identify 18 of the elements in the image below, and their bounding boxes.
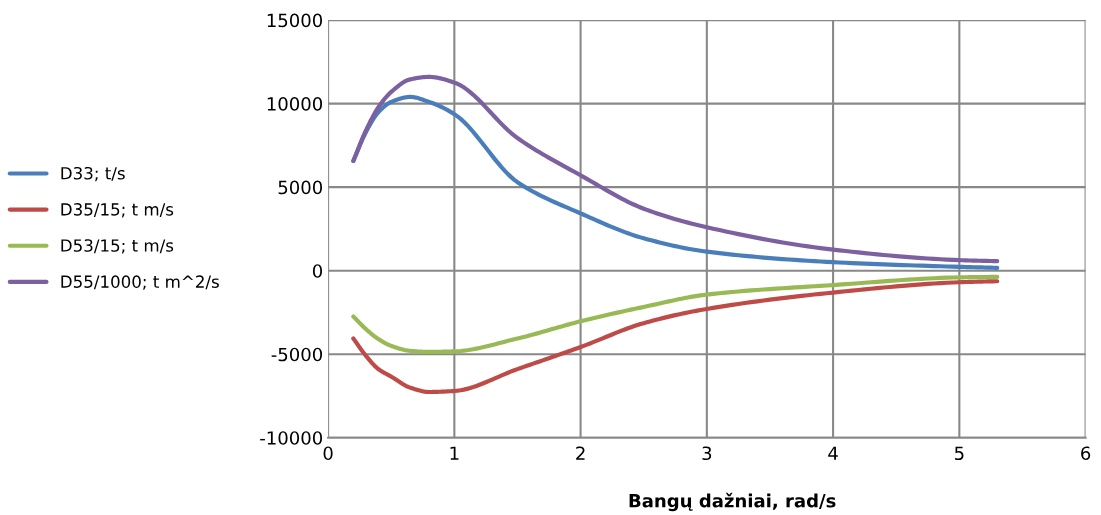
x-tick-label: 6 bbox=[1081, 446, 1091, 461]
x-tick-label: 1 bbox=[450, 446, 459, 460]
y-tick-label: 5000 bbox=[278, 180, 323, 195]
x-tick-label: 5 bbox=[954, 446, 964, 461]
x-tick-label: 2 bbox=[576, 446, 585, 460]
y-tick-label: 0 bbox=[312, 264, 323, 278]
y-tick-label: -10000 bbox=[260, 431, 323, 445]
legend-label: D55/1000; t m^2/s bbox=[61, 275, 219, 290]
legend-label: D53/15; t m/s bbox=[61, 239, 174, 254]
x-axis-title: Bangų dažniai, rad/s bbox=[629, 492, 836, 512]
y-tick-label: 15000 bbox=[267, 13, 323, 28]
legend-label: D33; t/s bbox=[61, 166, 125, 182]
legend-label: D35/15; t m/s bbox=[61, 203, 174, 218]
y-tick-label: 10000 bbox=[267, 97, 323, 111]
x-tick-label: 0 bbox=[323, 446, 333, 461]
x-tick-label: 3 bbox=[702, 446, 712, 461]
x-tick-label: 4 bbox=[828, 446, 838, 460]
y-tick-label: -5000 bbox=[271, 347, 323, 362]
